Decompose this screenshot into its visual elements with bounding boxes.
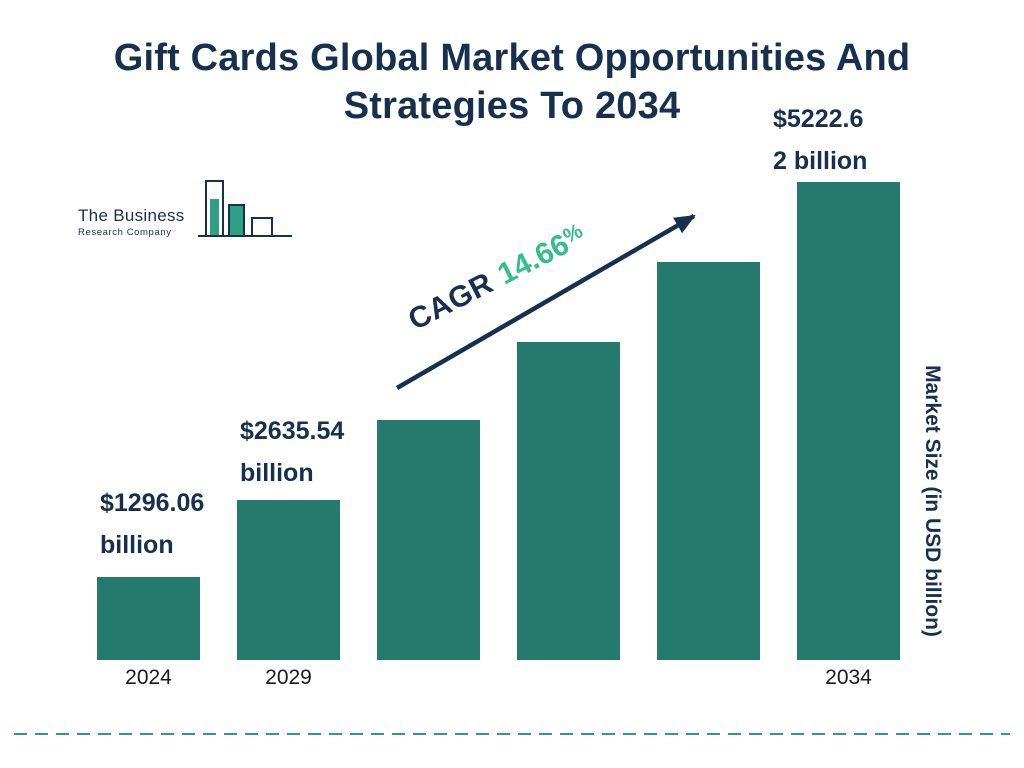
value-label-line: $5222.6 bbox=[773, 105, 864, 133]
cagr-label: CAGR bbox=[403, 266, 499, 337]
logo-name: The Business bbox=[78, 206, 185, 225]
chart-bar bbox=[237, 500, 340, 660]
chart-bar bbox=[97, 577, 200, 660]
y-axis-label: Market Size (in USD billion) bbox=[921, 365, 944, 637]
cagr-annotation: CAGR14.66% bbox=[403, 200, 629, 337]
chart-bar bbox=[657, 262, 760, 660]
year-label: 2034 bbox=[825, 666, 872, 689]
logo-subname: Research Company bbox=[78, 227, 172, 238]
bottom-dashed-divider bbox=[14, 733, 1010, 735]
chart-bar bbox=[377, 420, 480, 660]
value-label-line: 2 billion bbox=[773, 147, 868, 175]
chart-bar bbox=[797, 182, 900, 660]
page-title-line-2: Strategies To 2034 bbox=[343, 85, 681, 127]
value-label-line: $2635.54 bbox=[240, 417, 345, 445]
value-label: $5222.6 2 billion bbox=[773, 98, 867, 182]
company-logo: The Business Research Company bbox=[76, 178, 296, 248]
logo-text: The Business Research Company bbox=[78, 206, 185, 238]
year-label: 2024 bbox=[125, 666, 172, 689]
value-label: $2635.54 billion bbox=[240, 410, 344, 494]
value-label: $1296.06 billion bbox=[100, 482, 204, 566]
year-label: 2029 bbox=[265, 666, 312, 689]
chart-bar bbox=[517, 342, 620, 660]
bar-chart-logo-icon bbox=[196, 178, 296, 249]
cagr-value: 14.66 bbox=[492, 227, 575, 292]
page-title: Gift Cards Global Market Opportunities A… bbox=[60, 34, 964, 130]
page-title-line-1: Gift Cards Global Market Opportunities A… bbox=[113, 37, 911, 79]
value-label-line: billion bbox=[240, 459, 314, 487]
value-label-line: billion bbox=[100, 531, 174, 559]
value-label-line: $1296.06 bbox=[100, 489, 205, 517]
